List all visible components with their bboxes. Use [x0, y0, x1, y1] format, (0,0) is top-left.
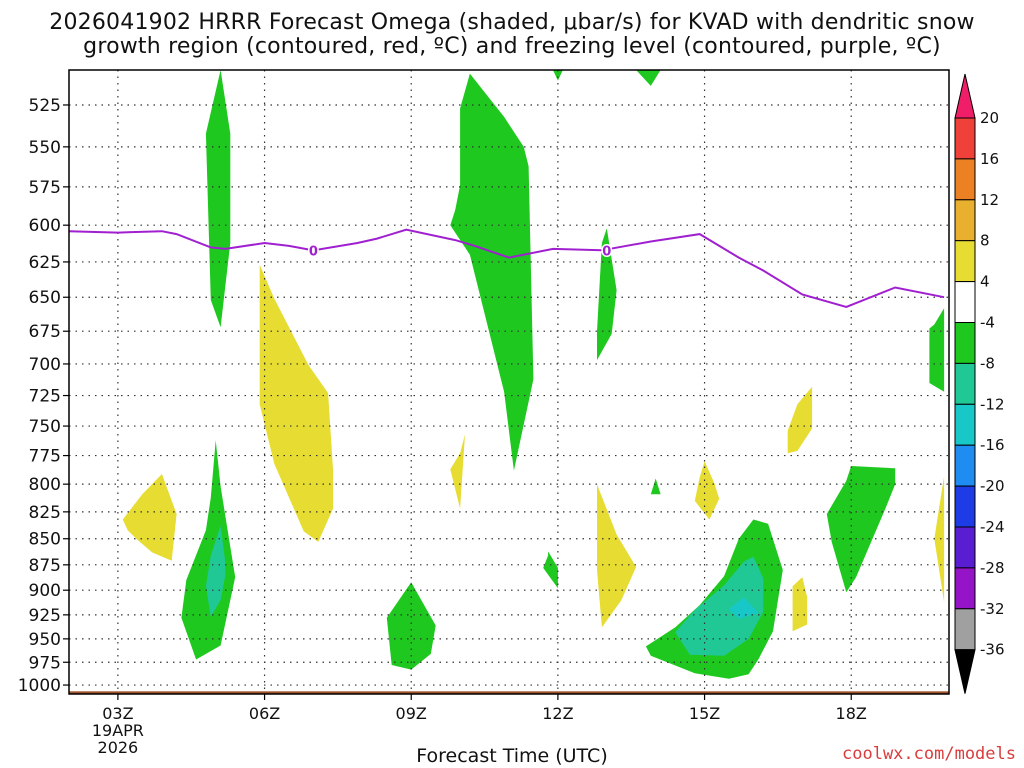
omega-region-3-0 — [729, 597, 759, 619]
colorbar-label-2: 12 — [980, 191, 999, 209]
omega-shading-layer — [122, 70, 945, 679]
x-tick-label-18Z: 18Z — [836, 704, 867, 723]
omega-region-2-1 — [675, 556, 764, 656]
source-credit[interactable]: coolwx.com/models — [842, 744, 1016, 764]
x-tick-label-15Z: 15Z — [689, 704, 720, 723]
y-tick-label-525: 525 — [29, 96, 61, 116]
colorbar-segment-7 — [954, 403, 976, 446]
omega-region-0-6 — [792, 577, 808, 632]
y-tick-label-950: 950 — [29, 630, 61, 650]
colorbar-label-6: -8 — [980, 354, 995, 372]
chart-title-line-1: 2026041902 HRRR Forecast Omega (shaded, … — [49, 10, 975, 35]
y-tick-label-900: 900 — [29, 581, 61, 601]
omega-region-0-7 — [934, 476, 945, 603]
omega-region-1-6 — [650, 478, 661, 495]
colorbar: 20 16 12 8 4 -4 -8 -12 -16 -20 -24 -28 -32 -36 — [954, 73, 1005, 694]
y-tick-label-875: 875 — [29, 556, 61, 576]
colorbar-segment-4 — [954, 281, 976, 324]
y-tick-label-650: 650 — [29, 288, 61, 308]
y-tick-label-550: 550 — [29, 138, 61, 158]
y-tick-label-575: 575 — [29, 178, 61, 198]
colorbar-label-0: 20 — [980, 109, 999, 127]
omega-region-0-1 — [122, 474, 177, 561]
y-tick-label-700: 700 — [29, 355, 61, 375]
colorbar-segment-2 — [954, 199, 976, 242]
x-tick-label-03Z: 03Z — [102, 704, 133, 723]
chart-title-line-2: growth region (contoured, red, ºC) and f… — [83, 34, 941, 59]
omega-region-1-0 — [205, 70, 231, 328]
omega-region-1-3 — [181, 440, 236, 660]
colorbar-label-1: 16 — [980, 150, 999, 168]
colorbar-label-8: -16 — [980, 436, 1005, 454]
freezing-level-label-1: 0 — [602, 244, 611, 259]
omega-region-1-11 — [553, 70, 563, 81]
y-tick-label-675: 675 — [29, 322, 61, 342]
omega-region-0-0 — [259, 264, 333, 542]
colorbar-segment-6 — [954, 362, 976, 405]
x-year-label: 2026 — [98, 738, 139, 757]
y-tick-label-600: 600 — [29, 216, 61, 236]
colorbar-segment-1 — [954, 158, 976, 201]
colorbar-segment-0 — [954, 117, 976, 160]
omega-region-1-4 — [386, 582, 436, 670]
omega-region-2-0 — [205, 525, 226, 617]
omega-region-0-2 — [450, 434, 465, 509]
colorbar-label-11: -28 — [980, 559, 1005, 577]
y-tick-label-775: 775 — [29, 447, 61, 467]
omega-region-1-5 — [543, 551, 558, 589]
y-tick-label-850: 850 — [29, 530, 61, 550]
grid-lines — [69, 70, 949, 694]
y-tick-label-800: 800 — [29, 475, 61, 495]
terrain-strip — [69, 691, 949, 694]
colorbar-segment-5 — [954, 322, 976, 364]
y-tick-label-725: 725 — [29, 387, 61, 407]
terrain-layer — [69, 691, 949, 694]
omega-region-1-10 — [636, 70, 661, 86]
omega-region-1-1 — [450, 73, 534, 471]
colorbar-bottom-arrow — [954, 649, 976, 694]
x-tick-label-06Z: 06Z — [249, 704, 280, 723]
colorbar-segment-8 — [954, 444, 976, 487]
colorbar-label-7: -12 — [980, 395, 1005, 413]
colorbar-segment-3 — [954, 240, 976, 283]
freezing-level-line — [69, 228, 945, 308]
colorbar-segment-12 — [954, 608, 976, 651]
x-date-label: 19APR — [92, 721, 144, 740]
omega-region-0-3 — [597, 484, 637, 628]
colorbar-label-5: -4 — [980, 314, 995, 332]
omega-region-0-5 — [787, 386, 813, 454]
colorbar-label-13: -36 — [980, 641, 1005, 659]
x-axis-title: Forecast Time (UTC) — [416, 745, 608, 767]
omega-region-1-8 — [826, 466, 896, 593]
colorbar-label-4: 4 — [980, 273, 990, 291]
colorbar-segment-9 — [954, 485, 976, 528]
colorbar-label-3: 8 — [980, 232, 990, 250]
colorbar-label-10: -24 — [980, 518, 1005, 536]
omega-region-0-4 — [694, 461, 720, 520]
y-tick-label-925: 925 — [29, 606, 61, 626]
y-tick-label-975: 975 — [29, 653, 61, 673]
colorbar-segment-10 — [954, 526, 976, 569]
omega-region-1-2 — [597, 228, 617, 361]
colorbar-segment-11 — [954, 567, 976, 610]
x-tick-label-09Z: 09Z — [396, 704, 427, 723]
y-tick-label-625: 625 — [29, 253, 61, 273]
y-tick-label-825: 825 — [29, 503, 61, 523]
colorbar-top-arrow — [954, 73, 976, 119]
y-tick-label-1000: 1000 — [18, 676, 61, 696]
colorbar-label-9: -20 — [980, 477, 1005, 495]
x-tick-label-12Z: 12Z — [542, 704, 573, 723]
plot-frame — [68, 69, 950, 695]
y-axis: 525 550 575 600 625 650 675 700 725 750 775 800 825 8… — [18, 96, 69, 696]
colorbar-label-12: -32 — [980, 600, 1005, 618]
freezing-level-label-0: 0 — [309, 244, 318, 259]
y-tick-label-750: 750 — [29, 417, 61, 437]
omega-region-1-9 — [929, 308, 945, 392]
